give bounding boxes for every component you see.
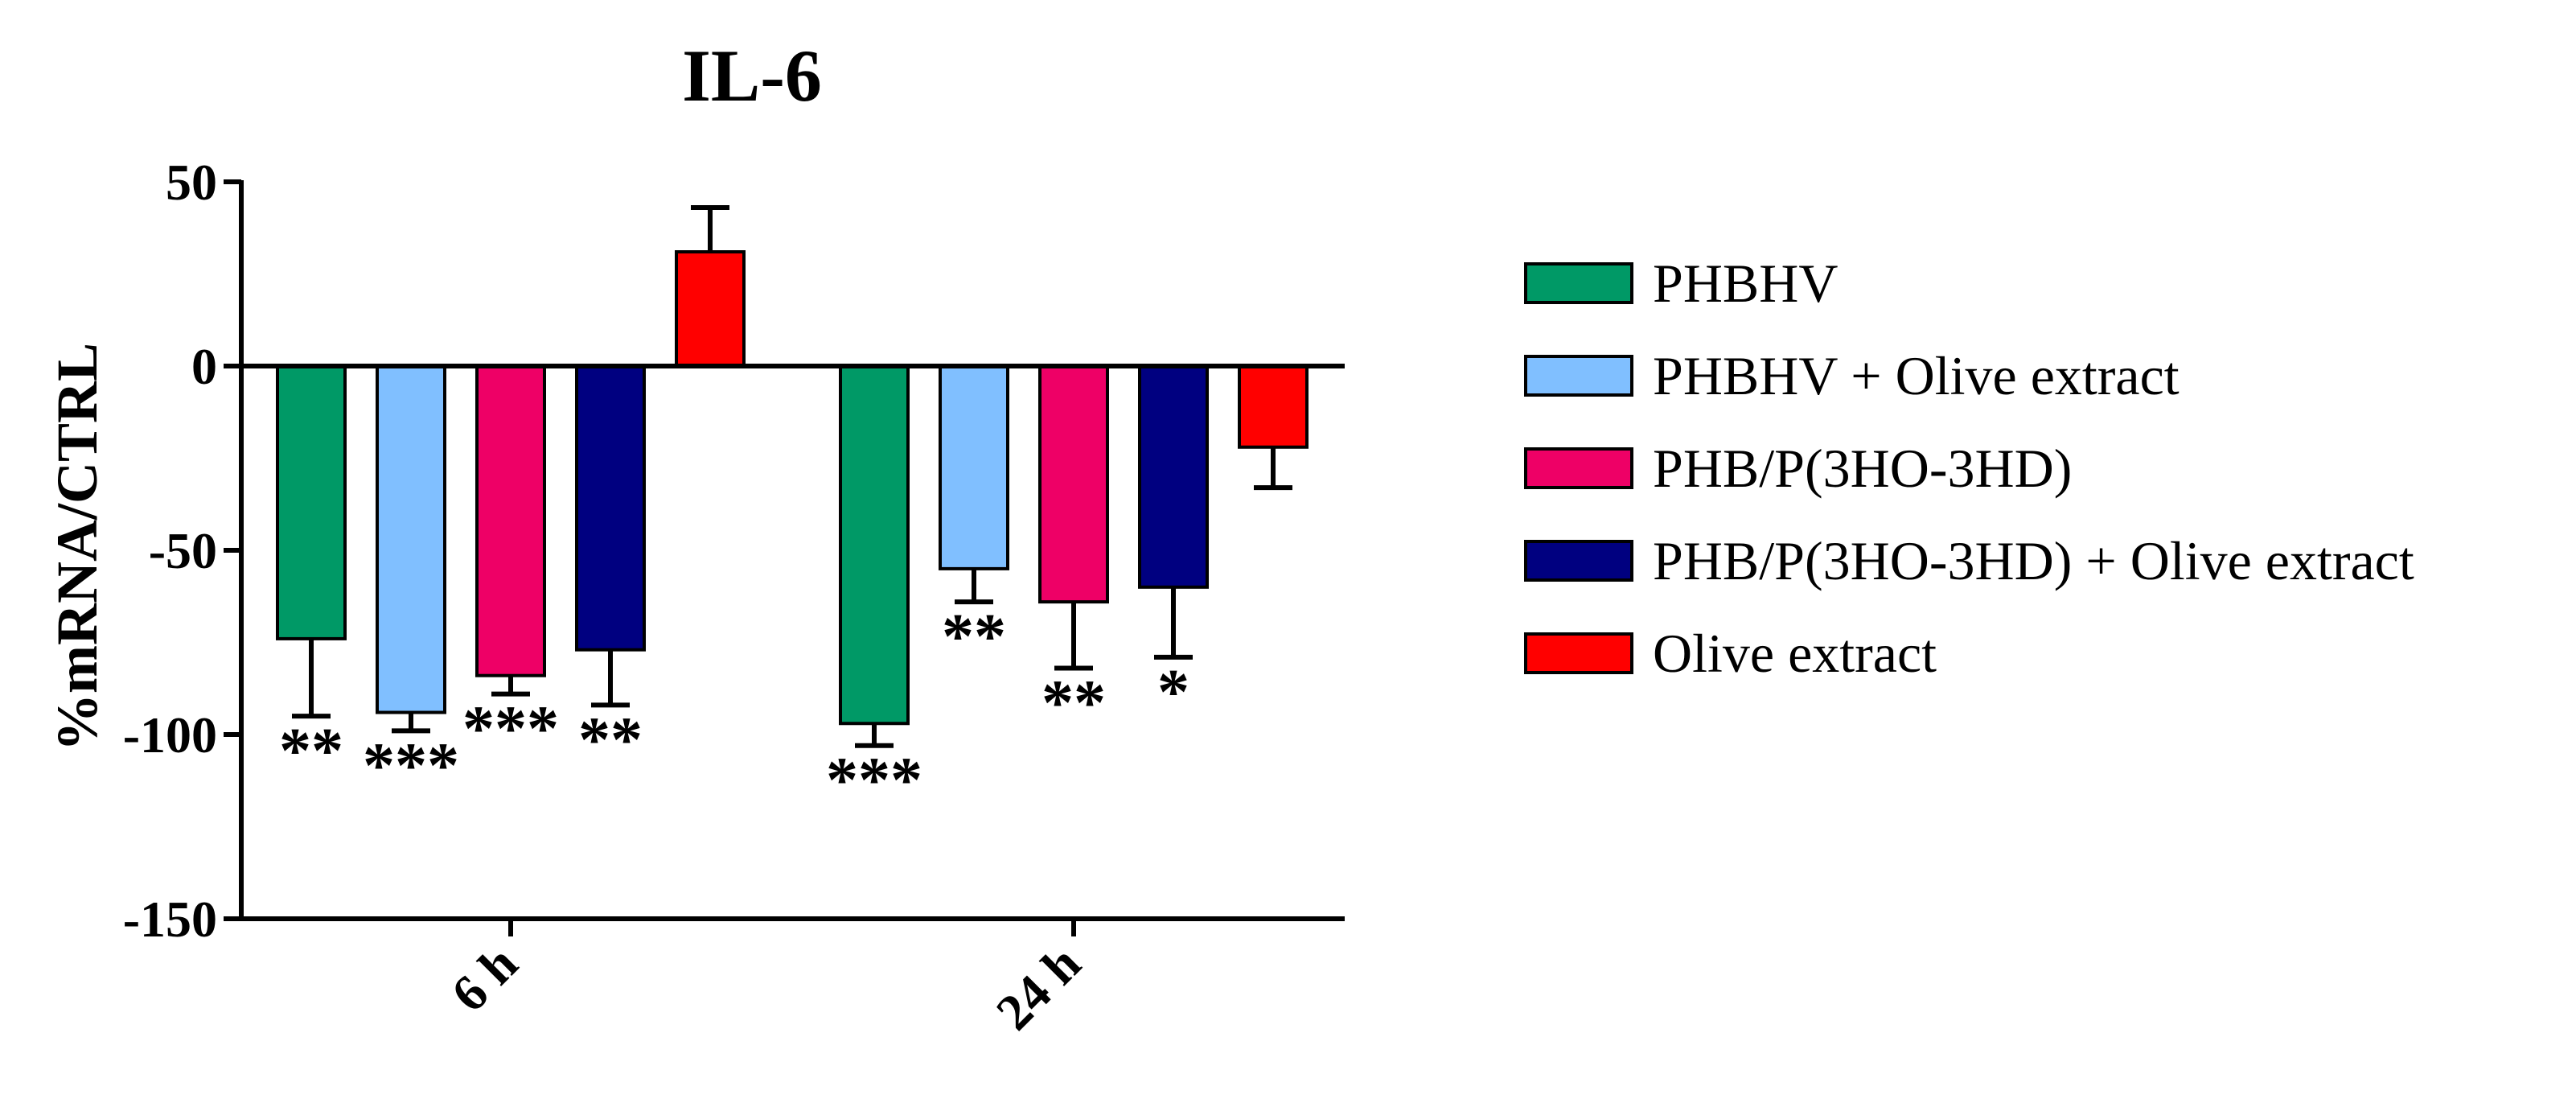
x-tick-label: 6 h: [441, 935, 528, 1023]
legend-swatch: [1524, 447, 1633, 489]
significance-label: ***: [462, 694, 559, 765]
bar: [675, 250, 746, 368]
significance-label: **: [578, 705, 643, 776]
y-tick-label: -100: [123, 706, 217, 763]
legend-label: PHB/P(3HO-3HD) + Olive extract: [1653, 530, 2414, 591]
y-axis-label: %mRNA/CTRL: [45, 343, 109, 751]
y-tick-label: -50: [149, 522, 217, 579]
significance-label: **: [1041, 669, 1106, 739]
significance-label: ***: [363, 731, 459, 801]
significance-label: *: [1157, 657, 1189, 728]
legend-swatch: [1524, 262, 1633, 304]
significance-label: **: [279, 716, 343, 787]
legend-label: PHBHV: [1653, 253, 1839, 314]
legend-swatch: [1524, 632, 1633, 674]
legend-swatch: [1524, 540, 1633, 582]
bar: [1138, 364, 1209, 589]
bar: [1038, 364, 1109, 604]
chart-title: IL-6: [682, 35, 822, 117]
bar: [839, 364, 910, 726]
bar: [276, 364, 347, 640]
bar: [475, 364, 546, 677]
plot-area: 500-50-100-150** ****** ********* *6 h 24 h: [123, 154, 1345, 1041]
significance-label: ***: [826, 746, 922, 817]
y-tick-label: 0: [191, 338, 217, 395]
bar: [1238, 364, 1309, 449]
bar: [376, 364, 446, 714]
y-tick-label: -150: [123, 891, 217, 948]
x-tick-label: 24 h: [985, 935, 1091, 1041]
bar: [939, 364, 1009, 570]
legend-label: PHB/P(3HO-3HD): [1653, 438, 2072, 499]
significance-label: **: [942, 602, 1006, 673]
legend-label: PHBHV + Olive extract: [1653, 345, 2180, 406]
legend-swatch: [1524, 355, 1633, 397]
y-tick-label: 50: [166, 154, 217, 211]
bar: [575, 364, 646, 652]
legend: PHBHV PHBHV + Olive extract PHB/P(3HO-3HD)…: [1524, 253, 2414, 684]
legend-label: Olive extract: [1653, 623, 1937, 684]
